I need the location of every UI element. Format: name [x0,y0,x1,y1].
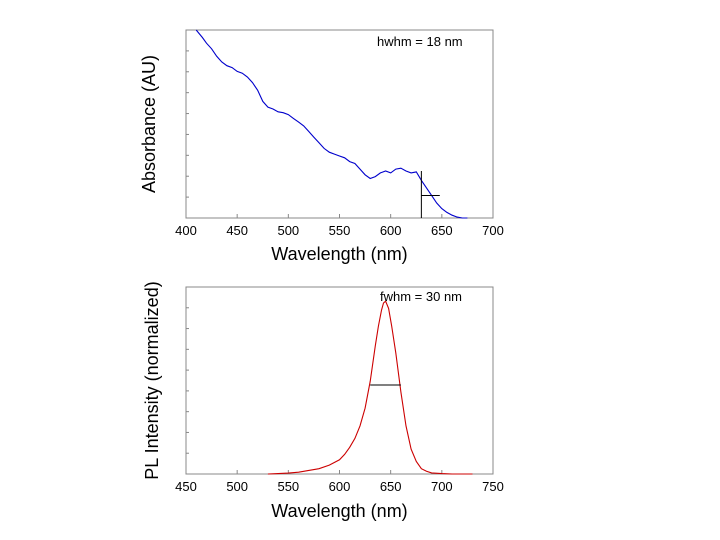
x-tick-label: 600 [380,223,402,238]
pl-series-line [267,300,473,475]
pl-y-ticks [186,307,189,454]
x-tick-label: 550 [329,223,351,238]
pl-y-axis-title: PL Intensity (normalized) [142,281,162,479]
hwhm-annotation: hwhm = 18 nm [377,34,463,49]
absorbance-y-axis-title: Absorbance (AU) [139,55,159,193]
absorbance-plot-frame [185,29,494,219]
x-tick-label: 700 [431,479,453,494]
absorbance-x-axis-title: Wavelength (nm) [271,244,407,264]
x-tick-label: 700 [482,223,504,238]
x-tick-label: 750 [482,479,504,494]
absorbance-x-ticks: 400 450 500 550 600 650 700 [175,214,504,238]
x-tick-label: 500 [226,479,248,494]
pl-chart: 450 500 550 600 650 700 750 fwhm = 30 nm Wavel… [142,281,504,521]
pl-x-axis-title: Wavelength (nm) [271,501,407,521]
absorbance-y-ticks [186,50,189,198]
hwhm-marker [420,171,440,218]
pl-x-ticks: 450 500 550 600 650 700 750 [175,470,504,494]
x-tick-label: 450 [175,479,197,494]
pl-plot-frame [185,286,494,475]
x-tick-label: 650 [380,479,402,494]
absorbance-chart: 400 450 500 550 600 650 700 hwhm = 18 nm Wavel… [139,29,504,264]
x-tick-label: 400 [175,223,197,238]
x-tick-label: 650 [431,223,453,238]
x-tick-label: 600 [329,479,351,494]
absorbance-series-line [195,29,468,219]
x-tick-label: 450 [226,223,248,238]
x-tick-label: 550 [277,479,299,494]
x-tick-label: 500 [277,223,299,238]
fwhm-annotation: fwhm = 30 nm [380,289,462,304]
